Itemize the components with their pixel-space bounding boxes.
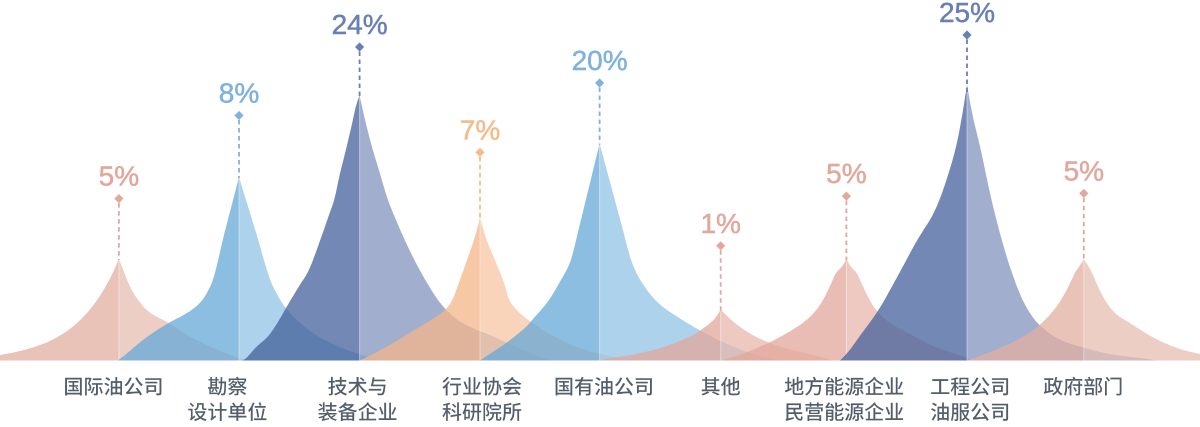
svg-text:24%: 24% [332, 9, 388, 40]
svg-text:5%: 5% [826, 158, 866, 189]
svg-text:5%: 5% [1064, 155, 1104, 186]
svg-text:8%: 8% [219, 78, 259, 109]
svg-text:20%: 20% [572, 45, 628, 76]
svg-text:25%: 25% [939, 0, 995, 28]
svg-text:7%: 7% [460, 114, 500, 145]
svg-text:1%: 1% [700, 208, 740, 239]
svg-text:5%: 5% [99, 161, 139, 192]
